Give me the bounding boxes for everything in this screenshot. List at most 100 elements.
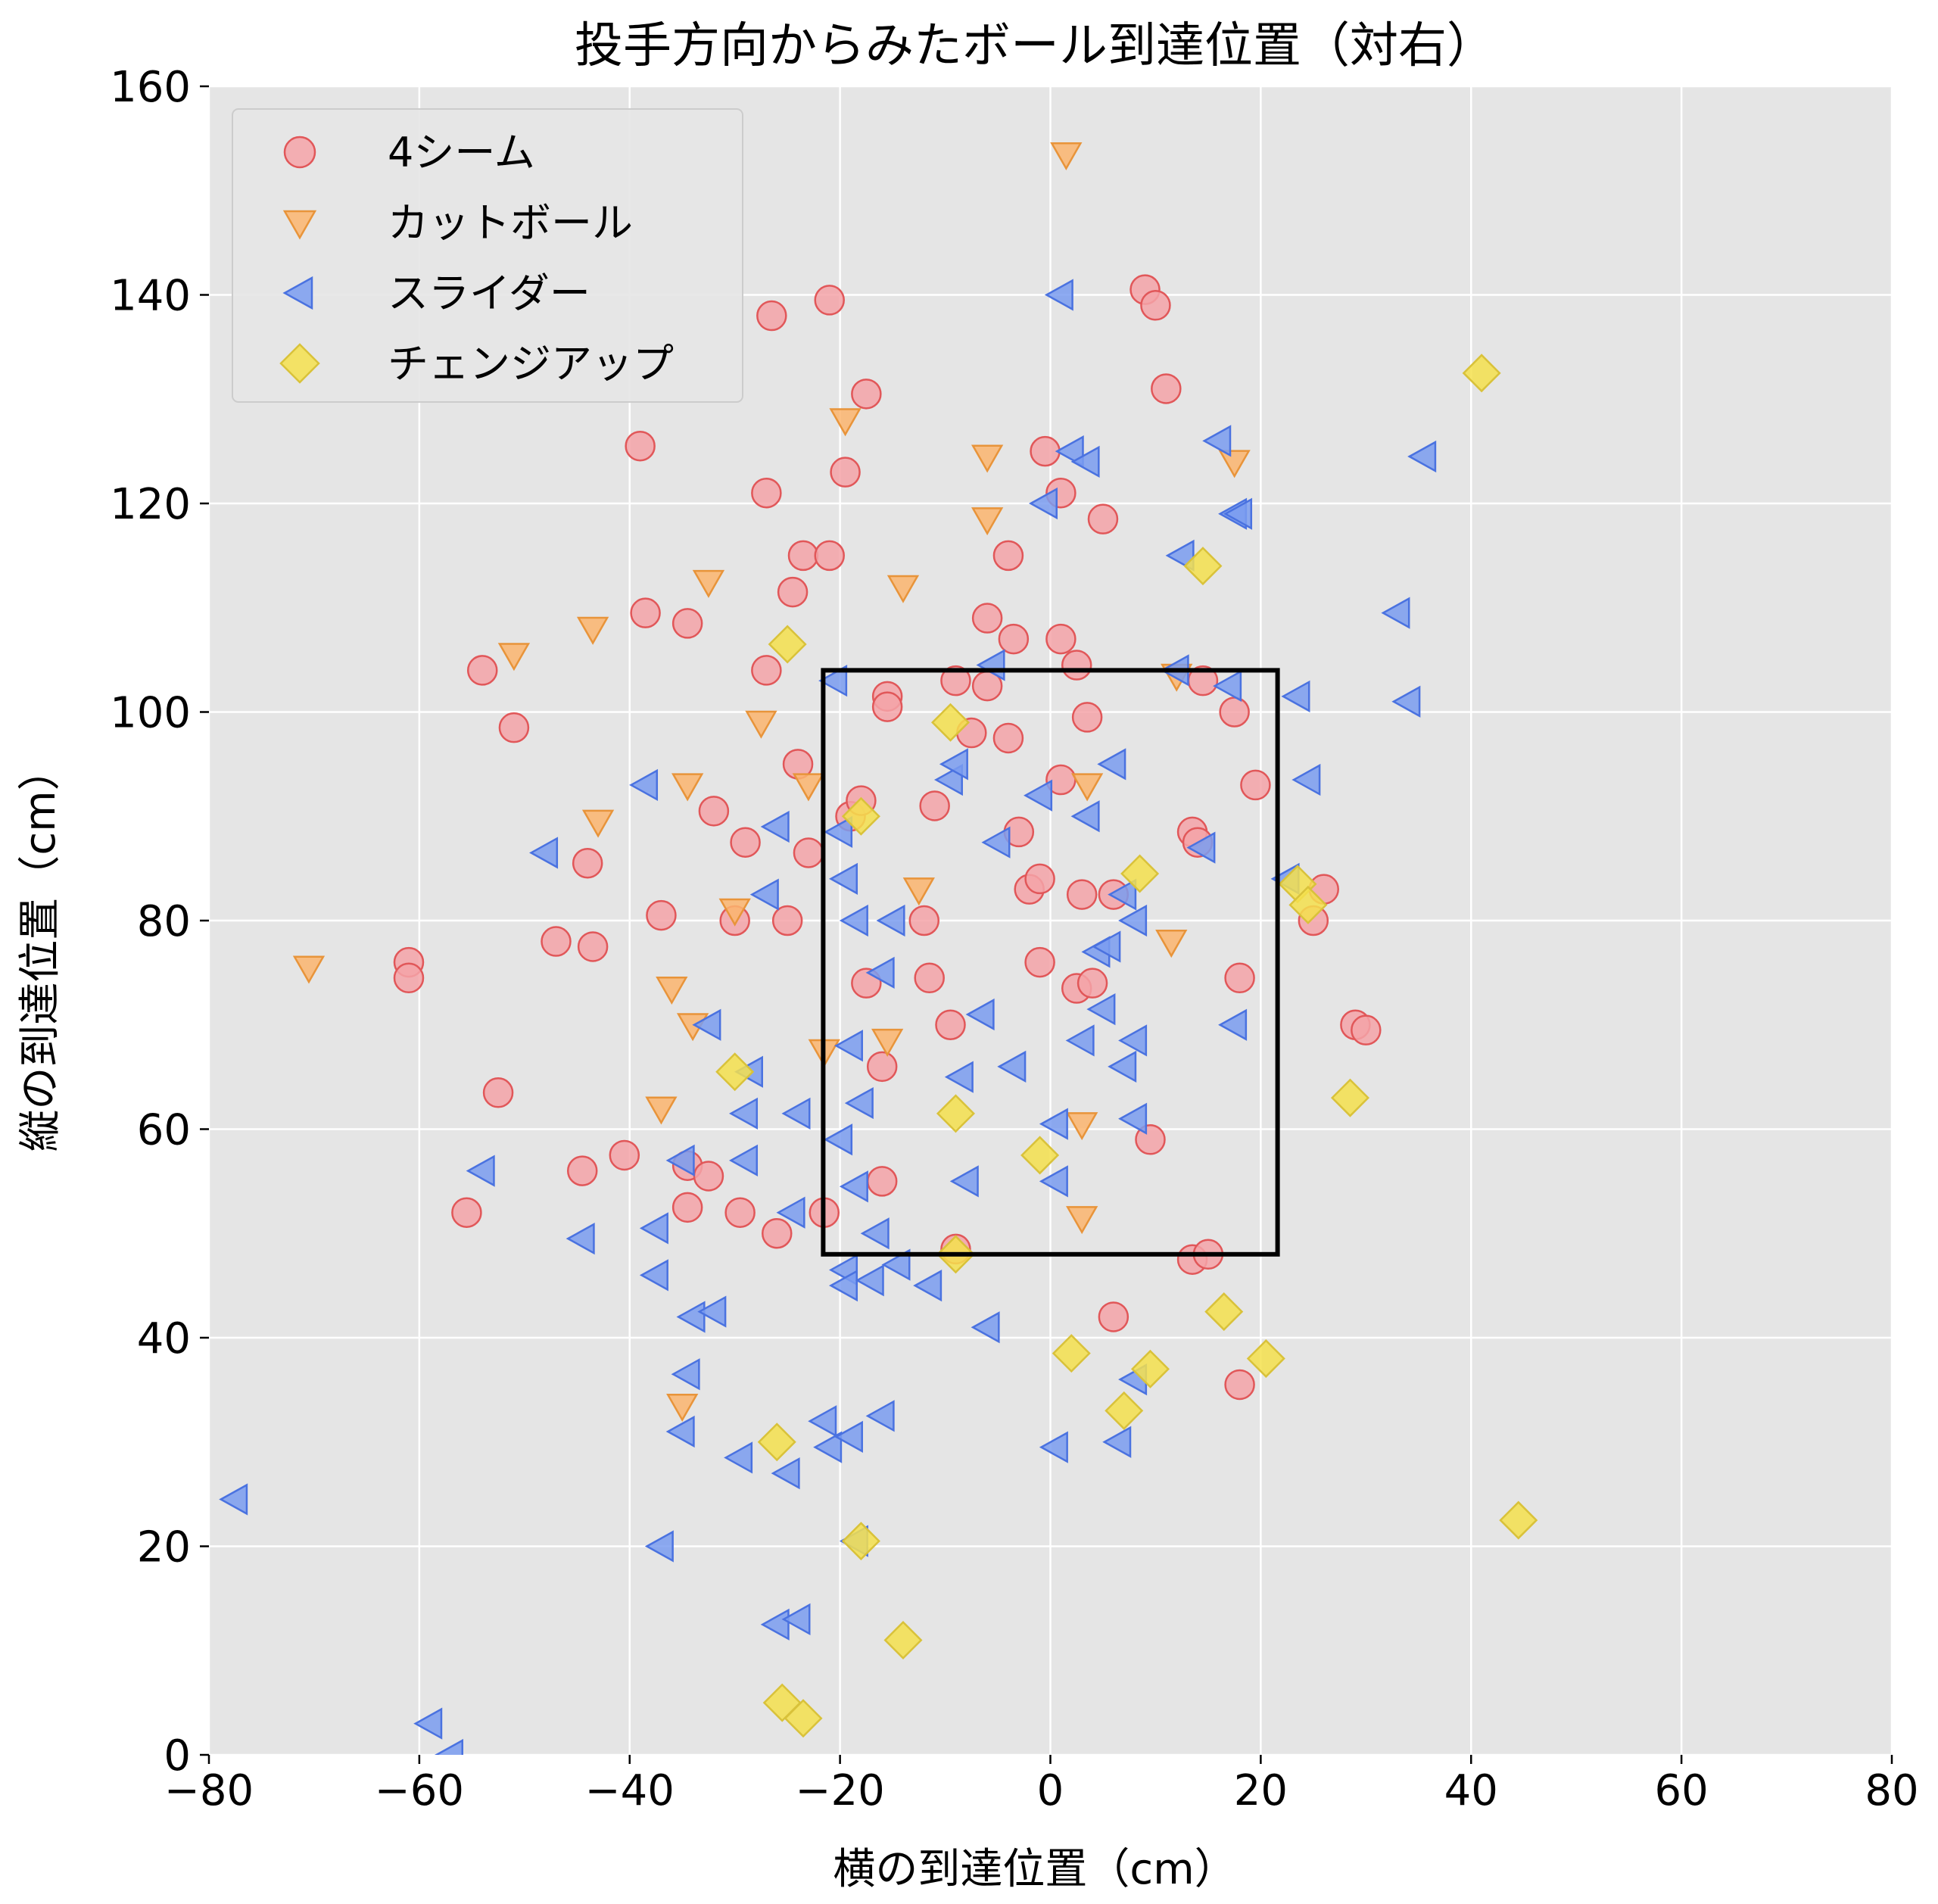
data-point-series-4 bbox=[841, 796, 880, 836]
data-point-series-3 bbox=[665, 1144, 695, 1176]
data-point-series-1 bbox=[793, 837, 824, 868]
data-point-series-1 bbox=[671, 1192, 703, 1223]
x-tick-label: −40 bbox=[585, 1766, 675, 1815]
data-point-series-2 bbox=[745, 710, 777, 739]
data-point-series-1 bbox=[777, 576, 809, 608]
data-point-series-2 bbox=[792, 773, 825, 802]
data-point-series-4 bbox=[1246, 1339, 1285, 1379]
data-point-series-3 bbox=[860, 1217, 890, 1250]
legend-label-4: チェンジアップ bbox=[388, 340, 674, 388]
data-point-series-2 bbox=[656, 977, 688, 1005]
data-point-series-4 bbox=[883, 1620, 923, 1659]
data-point-series-3 bbox=[1044, 279, 1073, 311]
data-point-series-2 bbox=[718, 898, 751, 927]
data-point-series-4 bbox=[1204, 1292, 1244, 1332]
data-point-series-3 bbox=[781, 1603, 811, 1636]
strike-zone bbox=[821, 668, 1280, 1257]
data-point-series-3 bbox=[1055, 435, 1084, 468]
data-point-series-1 bbox=[1087, 503, 1119, 534]
data-point-series-1 bbox=[625, 430, 656, 462]
data-point-series-3 bbox=[466, 1155, 495, 1187]
data-point-series-1 bbox=[908, 905, 940, 936]
data-point-series-1 bbox=[814, 285, 845, 316]
data-point-series-3 bbox=[1070, 800, 1100, 833]
data-point-series-1 bbox=[762, 1218, 793, 1249]
data-point-series-1 bbox=[541, 926, 572, 957]
data-point-series-3 bbox=[828, 1270, 858, 1302]
x-tick-label: 80 bbox=[1865, 1766, 1918, 1815]
data-point-series-3 bbox=[1391, 685, 1421, 718]
legend-marker-2 bbox=[282, 210, 317, 240]
data-point-series-3 bbox=[833, 1420, 863, 1453]
data-point-series-1 bbox=[1024, 946, 1055, 978]
data-point-series-4 bbox=[715, 1052, 755, 1092]
data-point-series-2 bbox=[971, 507, 1004, 536]
data-point-series-1 bbox=[751, 477, 782, 509]
data-point-series-3 bbox=[724, 1441, 753, 1474]
data-point-series-1 bbox=[1024, 863, 1055, 895]
x-tick-label: −60 bbox=[375, 1766, 464, 1815]
data-point-series-3 bbox=[949, 1165, 979, 1198]
data-point-series-1 bbox=[1351, 1014, 1382, 1045]
data-point-series-2 bbox=[1070, 773, 1104, 802]
data-point-series-3 bbox=[1381, 597, 1410, 629]
x-tick-label: −80 bbox=[164, 1766, 254, 1815]
data-point-series-3 bbox=[1028, 487, 1058, 520]
data-point-series-1 bbox=[1066, 879, 1098, 910]
data-point-series-4 bbox=[1288, 885, 1328, 924]
data-point-series-1 bbox=[572, 847, 603, 879]
data-point-series-3 bbox=[1039, 1431, 1068, 1463]
data-point-series-4 bbox=[1183, 547, 1223, 586]
data-point-series-3 bbox=[981, 826, 1011, 859]
data-point-series-3 bbox=[665, 1415, 695, 1448]
data-point-series-1 bbox=[1076, 968, 1108, 999]
data-point-series-3 bbox=[749, 878, 779, 911]
data-point-series-3 bbox=[876, 904, 905, 937]
data-point-series-2 bbox=[829, 408, 862, 437]
data-point-series-3 bbox=[844, 1086, 874, 1120]
data-point-series-3 bbox=[629, 768, 659, 802]
data-point-series-3 bbox=[1039, 1108, 1068, 1140]
data-point-series-1 bbox=[1219, 696, 1250, 728]
data-point-series-1 bbox=[940, 665, 971, 696]
data-point-series-3 bbox=[824, 815, 853, 849]
y-tick-label: 40 bbox=[137, 1314, 191, 1363]
data-point-series-1 bbox=[466, 655, 498, 686]
data-point-series-3 bbox=[692, 1008, 721, 1041]
data-point-series-1 bbox=[693, 1161, 724, 1192]
data-point-series-1 bbox=[1240, 769, 1271, 801]
data-point-series-2 bbox=[1155, 930, 1188, 958]
data-point-series-1 bbox=[756, 300, 787, 332]
data-point-series-3 bbox=[944, 1061, 974, 1093]
data-point-series-3 bbox=[824, 1123, 853, 1156]
data-point-series-3 bbox=[781, 1097, 811, 1130]
data-point-series-3 bbox=[760, 810, 790, 843]
data-point-series-3 bbox=[1118, 1024, 1148, 1057]
data-point-series-1 bbox=[992, 540, 1024, 572]
data-point-series-3 bbox=[413, 1707, 443, 1740]
data-point-series-4 bbox=[1020, 1136, 1060, 1175]
data-point-series-3 bbox=[839, 1170, 868, 1203]
data-point-series-4 bbox=[1130, 1349, 1170, 1388]
data-point-series-1 bbox=[671, 608, 703, 639]
data-point-series-3 bbox=[881, 1248, 911, 1281]
data-point-series-1 bbox=[1045, 623, 1076, 655]
data-point-series-2 bbox=[1066, 1206, 1098, 1235]
data-point-series-3 bbox=[1118, 1102, 1148, 1135]
data-point-series-3 bbox=[1218, 1008, 1248, 1041]
data-point-series-3 bbox=[1024, 779, 1053, 812]
data-point-series-4 bbox=[784, 1699, 823, 1738]
y-tick-label: 80 bbox=[137, 897, 191, 946]
data-point-series-1 bbox=[698, 796, 730, 827]
data-point-series-3 bbox=[997, 1050, 1027, 1083]
y-tick-label: 20 bbox=[137, 1523, 191, 1572]
legend-marker-3 bbox=[282, 276, 313, 310]
legend-label-1: 4シーム bbox=[388, 129, 535, 176]
data-point-series-3 bbox=[771, 1457, 800, 1490]
data-point-series-3 bbox=[639, 1259, 668, 1292]
data-point-series-4 bbox=[841, 1522, 880, 1561]
data-point-series-1 bbox=[971, 603, 1003, 634]
data-point-series-3 bbox=[1118, 904, 1148, 937]
data-point-series-2 bbox=[497, 643, 531, 672]
